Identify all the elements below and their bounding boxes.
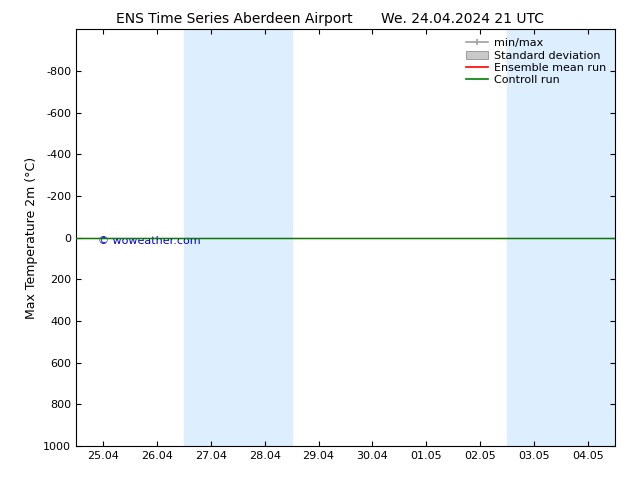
Bar bbox=[507, 29, 615, 446]
Bar bbox=[184, 29, 292, 446]
Text: ENS Time Series Aberdeen Airport: ENS Time Series Aberdeen Airport bbox=[116, 12, 353, 26]
Legend: min/max, Standard deviation, Ensemble mean run, Controll run: min/max, Standard deviation, Ensemble me… bbox=[463, 35, 609, 88]
Y-axis label: Max Temperature 2m (°C): Max Temperature 2m (°C) bbox=[25, 157, 37, 318]
Text: We. 24.04.2024 21 UTC: We. 24.04.2024 21 UTC bbox=[381, 12, 545, 26]
Text: © woweather.com: © woweather.com bbox=[98, 236, 200, 245]
